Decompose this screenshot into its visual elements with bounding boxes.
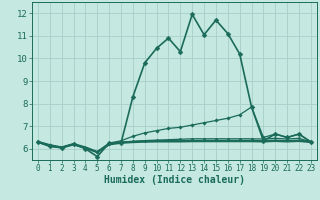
X-axis label: Humidex (Indice chaleur): Humidex (Indice chaleur) xyxy=(104,175,245,185)
